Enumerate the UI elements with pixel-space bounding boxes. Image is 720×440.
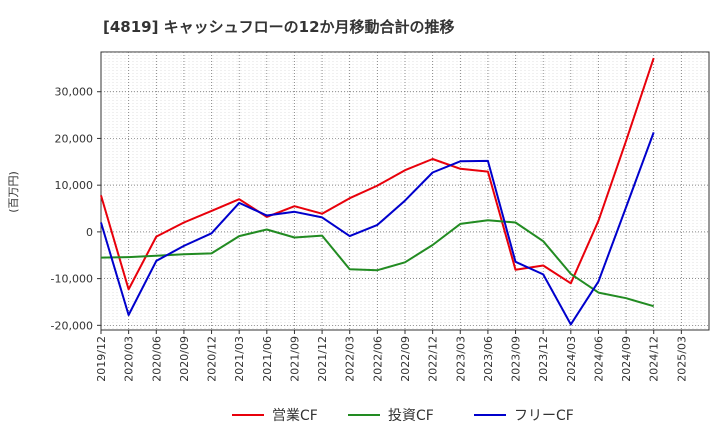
series-lines [100, 57, 655, 326]
x-tick-label: 2019/12 [95, 336, 108, 382]
x-tick-label: 2022/09 [399, 336, 412, 382]
y-tick-label: 0 [86, 226, 93, 239]
series-line-営業CF [100, 57, 655, 291]
x-tick-label: 2021/09 [288, 336, 301, 382]
x-tick-label: 2023/09 [510, 336, 523, 382]
x-tick-label: 2023/12 [537, 336, 550, 382]
y-tick-label: 30,000 [55, 86, 94, 99]
legend-label: 投資CF [388, 408, 434, 424]
legend-label: フリーCF [514, 408, 574, 424]
x-tick-label: 2024/06 [592, 336, 605, 382]
x-tick-label: 2020/09 [178, 336, 191, 382]
series-line-フリーCF [100, 132, 655, 326]
y-tick-label: -10,000 [51, 273, 93, 286]
x-tick-label: 2020/03 [123, 336, 136, 382]
x-tick-label: 2023/03 [454, 336, 467, 382]
grid-lines [101, 52, 709, 330]
x-axis: 2019/12 2020/03 2020/06 2020/09 2020/12 2021/… [95, 330, 688, 382]
x-tick-label: 2024/03 [565, 336, 578, 382]
x-tick-label: 2021/06 [261, 336, 274, 382]
series-line-投資CF [100, 219, 654, 308]
x-tick-label: 2025/03 [675, 336, 688, 382]
x-tick-label: 2023/06 [482, 336, 495, 382]
x-tick-label: 2020/06 [150, 336, 163, 382]
x-tick-label: 2020/12 [206, 336, 219, 382]
y-tick-label: -20,000 [51, 319, 93, 332]
x-tick-label: 2021/03 [233, 336, 246, 382]
y-axis: -20,000 -10,000 0 10,000 20,000 30,000 [51, 86, 101, 332]
x-tick-label: 2024/09 [620, 336, 633, 382]
legend: 営業CF 投資CF フリーCF [232, 408, 574, 424]
y-axis-label: (百万円) [7, 171, 20, 213]
x-tick-label: 2022/03 [344, 336, 357, 382]
x-tick-label: 2024/12 [648, 336, 661, 382]
x-tick-label: 2022/12 [427, 336, 440, 382]
chart-title: [4819] キャッシュフローの12か月移動合計の推移 [103, 18, 455, 36]
x-tick-label: 2022/06 [371, 336, 384, 382]
x-tick-label: 2021/12 [316, 336, 329, 382]
y-tick-label: 20,000 [55, 132, 94, 145]
legend-label: 営業CF [272, 408, 318, 424]
y-tick-label: 10,000 [55, 179, 94, 192]
